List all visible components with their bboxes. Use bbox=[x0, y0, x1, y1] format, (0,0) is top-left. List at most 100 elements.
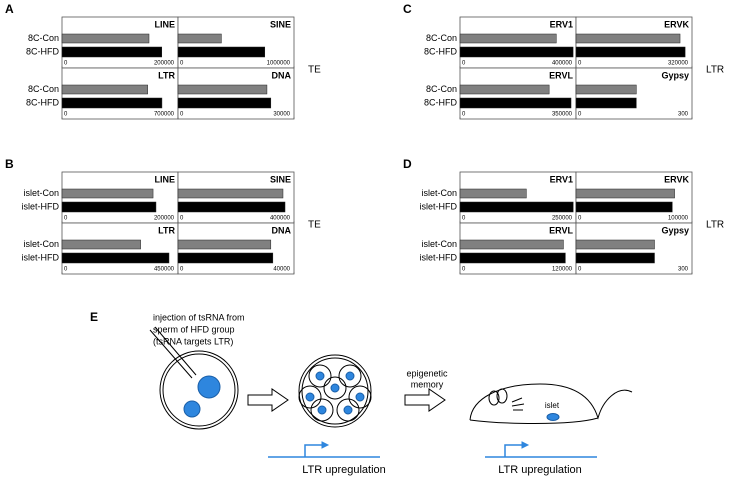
x-tick-label: 120000 bbox=[552, 267, 573, 273]
bar bbox=[575, 188, 675, 199]
whiskers bbox=[511, 397, 525, 411]
x-tick-label: 0 bbox=[578, 112, 582, 118]
bar bbox=[177, 84, 268, 95]
outcome: LTR upregulation bbox=[302, 464, 386, 476]
category-label: islet-Con bbox=[23, 239, 59, 249]
bar bbox=[459, 252, 566, 264]
x-tick-label: 300 bbox=[678, 112, 689, 118]
embryo bbox=[298, 354, 372, 428]
subplot-title: ERVL bbox=[549, 70, 573, 80]
bar bbox=[177, 188, 284, 199]
pronucleus bbox=[183, 400, 201, 418]
side-label: LTR bbox=[706, 220, 724, 231]
subplot-title: LTR bbox=[158, 70, 175, 80]
category-label: islet-HFD bbox=[420, 201, 458, 211]
embryo-inner bbox=[301, 357, 369, 425]
bar bbox=[575, 97, 637, 109]
schematic bbox=[149, 326, 633, 458]
note: sperm of HFD group bbox=[153, 324, 235, 334]
x-tick-label: 700000 bbox=[154, 112, 175, 118]
category-label: islet-HFD bbox=[420, 252, 458, 262]
subplot-title: ERVL bbox=[549, 225, 573, 235]
note: memory bbox=[411, 379, 444, 389]
category-label: islet-HFD bbox=[22, 201, 60, 211]
category-label: islet-HFD bbox=[22, 252, 60, 262]
subplot-title: ERV1 bbox=[550, 19, 573, 29]
x-tick-label: 320000 bbox=[668, 61, 689, 67]
x-tick-label: 0 bbox=[462, 267, 466, 273]
bar bbox=[61, 188, 154, 199]
panel-label: D bbox=[403, 157, 412, 171]
outcome: LTR upregulation bbox=[498, 464, 582, 476]
bar bbox=[61, 239, 141, 250]
x-tick-label: 0 bbox=[462, 61, 466, 67]
x-tick-label: 350000 bbox=[552, 112, 573, 118]
category-label: 8C-Con bbox=[426, 84, 457, 94]
x-tick-label: 0 bbox=[64, 61, 68, 67]
side-label: TE bbox=[308, 220, 321, 231]
bar bbox=[177, 239, 272, 250]
bar bbox=[61, 201, 157, 213]
subplot-title: Gypsy bbox=[661, 225, 689, 235]
bar bbox=[61, 84, 148, 95]
x-tick-label: 400000 bbox=[270, 216, 291, 222]
category-label: islet-Con bbox=[421, 188, 457, 198]
bar bbox=[575, 46, 686, 58]
arrow bbox=[404, 388, 446, 412]
x-tick-label: 300 bbox=[678, 267, 689, 273]
needle bbox=[149, 326, 197, 379]
bar bbox=[459, 188, 527, 199]
subplot-title: ERVK bbox=[664, 174, 689, 184]
subplot-title: LINE bbox=[154, 174, 175, 184]
side-label: TE bbox=[308, 65, 321, 76]
x-tick-label: 0 bbox=[180, 267, 184, 273]
category-label: islet-Con bbox=[421, 239, 457, 249]
x-tick-label: 30000 bbox=[273, 112, 290, 118]
bar bbox=[459, 84, 550, 95]
bar bbox=[177, 33, 222, 44]
bar bbox=[177, 252, 274, 264]
bar bbox=[459, 201, 574, 213]
category-label: 8C-HFD bbox=[424, 46, 457, 56]
mouse-ear bbox=[488, 390, 500, 406]
bar bbox=[459, 97, 572, 109]
bar bbox=[177, 46, 266, 58]
category-label: 8C-HFD bbox=[26, 46, 59, 56]
mouse bbox=[469, 383, 633, 424]
note: epigenetic bbox=[406, 368, 448, 378]
promoter bbox=[268, 444, 380, 458]
nuclei bbox=[305, 371, 365, 415]
x-tick-label: 200000 bbox=[154, 216, 175, 222]
x-tick-label: 0 bbox=[64, 112, 68, 118]
x-tick-label: 0 bbox=[180, 61, 184, 67]
mouse-ear bbox=[496, 388, 508, 404]
bar bbox=[177, 201, 286, 213]
panel-label: B bbox=[5, 157, 14, 171]
bar bbox=[61, 46, 163, 58]
subplot-title: SINE bbox=[270, 174, 291, 184]
islet-mark bbox=[546, 413, 560, 421]
x-tick-label: 0 bbox=[64, 267, 68, 273]
x-tick-label: 0 bbox=[578, 267, 582, 273]
oocyte-inner bbox=[162, 353, 236, 427]
x-tick-label: 0 bbox=[578, 61, 582, 67]
side-label: LTR bbox=[706, 65, 724, 76]
x-tick-label: 250000 bbox=[552, 216, 573, 222]
category-label: 8C-HFD bbox=[26, 97, 59, 107]
bar bbox=[61, 97, 163, 109]
arrow bbox=[247, 388, 289, 412]
subplot-title: ERVK bbox=[664, 19, 689, 29]
x-tick-label: 0 bbox=[462, 216, 466, 222]
promoter bbox=[485, 444, 597, 458]
note: injection of tsRNA from bbox=[153, 312, 245, 322]
category-label: islet-Con bbox=[23, 188, 59, 198]
panel-label: A bbox=[5, 2, 14, 16]
subplot-title: DNA bbox=[272, 225, 292, 235]
subplot-title: LTR bbox=[158, 225, 175, 235]
promoter-arrow bbox=[521, 441, 530, 449]
bar bbox=[575, 252, 655, 264]
bar bbox=[575, 33, 681, 44]
bar bbox=[459, 33, 557, 44]
panel-label: E bbox=[90, 310, 98, 324]
